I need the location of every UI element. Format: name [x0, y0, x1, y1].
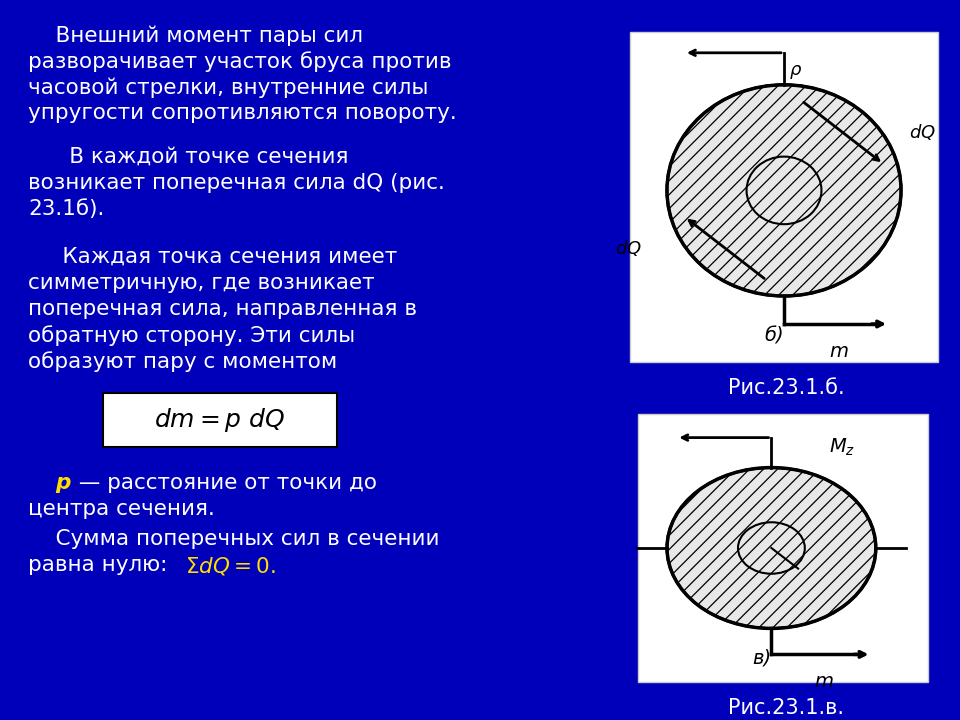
Text: упругости сопротивляются повороту.: упругости сопротивляются повороту.	[28, 103, 457, 123]
Text: равна нулю:: равна нулю:	[28, 555, 167, 575]
Text: Внешний момент пары сил: Внешний момент пары сил	[28, 25, 363, 45]
Text: Рис.23.1.в.: Рис.23.1.в.	[728, 698, 844, 718]
Ellipse shape	[667, 85, 901, 296]
Text: $m$: $m$	[813, 672, 833, 691]
Text: $dQ$: $dQ$	[615, 238, 642, 258]
Text: симметричную, где возникает: симметричную, где возникает	[28, 273, 374, 293]
Text: $\Sigma dQ = 0.$: $\Sigma dQ = 0.$	[185, 555, 276, 577]
Text: поперечная сила, направленная в: поперечная сила, направленная в	[28, 299, 417, 319]
Text: разворачивает участок бруса против: разворачивает участок бруса против	[28, 51, 451, 72]
Text: в): в)	[752, 649, 771, 668]
Text: возникает поперечная сила dQ (рис.: возникает поперечная сила dQ (рис.	[28, 173, 444, 193]
Text: Каждая точка сечения имеет: Каждая точка сечения имеет	[28, 247, 397, 267]
FancyBboxPatch shape	[630, 32, 938, 362]
Text: Рис.23.1.б.: Рис.23.1.б.	[728, 378, 844, 398]
Text: обратную сторону. Эти силы: обратную сторону. Эти силы	[28, 325, 355, 346]
Text: — расстояние от точки до: — расстояние от точки до	[72, 473, 377, 493]
Text: Сумма поперечных сил в сечении: Сумма поперечных сил в сечении	[28, 529, 440, 549]
Ellipse shape	[667, 467, 876, 629]
Text: p: p	[55, 473, 70, 493]
Text: $dQ$: $dQ$	[909, 122, 936, 143]
Text: В каждой точке сечения: В каждой точке сечения	[28, 147, 348, 167]
Text: образуют пару с моментом: образуют пару с моментом	[28, 351, 337, 372]
Text: центра сечения.: центра сечения.	[28, 499, 215, 519]
Text: $dm = p\ dQ$: $dm = p\ dQ$	[155, 406, 286, 434]
FancyBboxPatch shape	[103, 393, 337, 447]
Text: $M_z$: $M_z$	[828, 436, 855, 458]
Text: $m$: $m$	[829, 342, 849, 361]
Text: часовой стрелки, внутренние силы: часовой стрелки, внутренние силы	[28, 77, 428, 97]
Text: 23.1б).: 23.1б).	[28, 199, 105, 219]
Text: $\rho$: $\rho$	[789, 63, 803, 81]
FancyBboxPatch shape	[638, 414, 928, 682]
Text: б): б)	[764, 327, 783, 346]
